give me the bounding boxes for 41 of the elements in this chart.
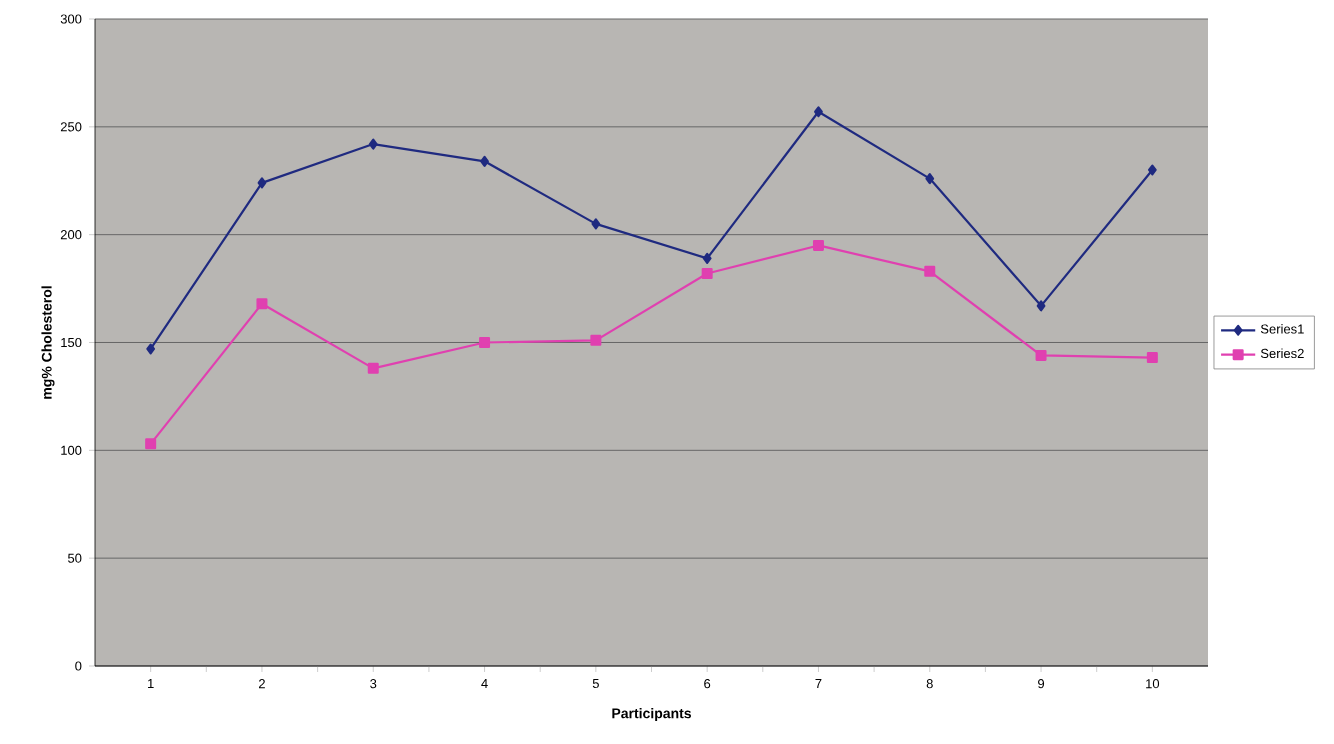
point xyxy=(480,155,489,167)
x-tick-label: 9 xyxy=(1038,679,1045,689)
point xyxy=(368,138,378,150)
x-tick-label: 6 xyxy=(704,679,711,689)
point xyxy=(367,362,379,374)
x-tick-label: 4 xyxy=(481,679,488,688)
y-tick-label: 0 xyxy=(75,661,82,671)
point xyxy=(701,267,713,279)
point xyxy=(1146,352,1158,364)
point xyxy=(812,239,824,251)
legend-label: Series1 xyxy=(1260,324,1304,334)
legend-label: Series2 xyxy=(1260,348,1304,359)
x-tick-label: 5 xyxy=(592,679,599,689)
point xyxy=(146,343,156,355)
point xyxy=(1036,300,1046,312)
x-tick-label: 7 xyxy=(815,679,822,688)
point xyxy=(1035,349,1047,361)
x-axis-title: Participants xyxy=(612,708,692,722)
point xyxy=(256,298,268,310)
y-tick-label: 300 xyxy=(60,14,82,24)
point xyxy=(924,265,936,277)
x-tick-label: 2 xyxy=(259,679,265,689)
point xyxy=(145,438,157,450)
point xyxy=(590,334,602,346)
point xyxy=(1147,164,1157,176)
point xyxy=(591,218,601,230)
y-tick-label: 150 xyxy=(61,337,82,348)
y-tick-label: 250 xyxy=(60,122,82,132)
y-tick-label: 50 xyxy=(68,553,82,563)
y-tick-label: 200 xyxy=(60,230,82,240)
point xyxy=(702,252,712,264)
x-tick-label: 3 xyxy=(370,679,377,689)
x-tick-label: 1 xyxy=(148,679,154,688)
point xyxy=(814,106,823,118)
point xyxy=(257,177,267,189)
y-axis-title: mg% Cholesterol xyxy=(41,286,55,399)
point xyxy=(479,336,491,348)
x-tick-label: 8 xyxy=(926,679,933,689)
y-tick-label: 100 xyxy=(61,445,82,455)
point xyxy=(925,173,935,185)
x-tick-label: 10 xyxy=(1146,679,1160,689)
